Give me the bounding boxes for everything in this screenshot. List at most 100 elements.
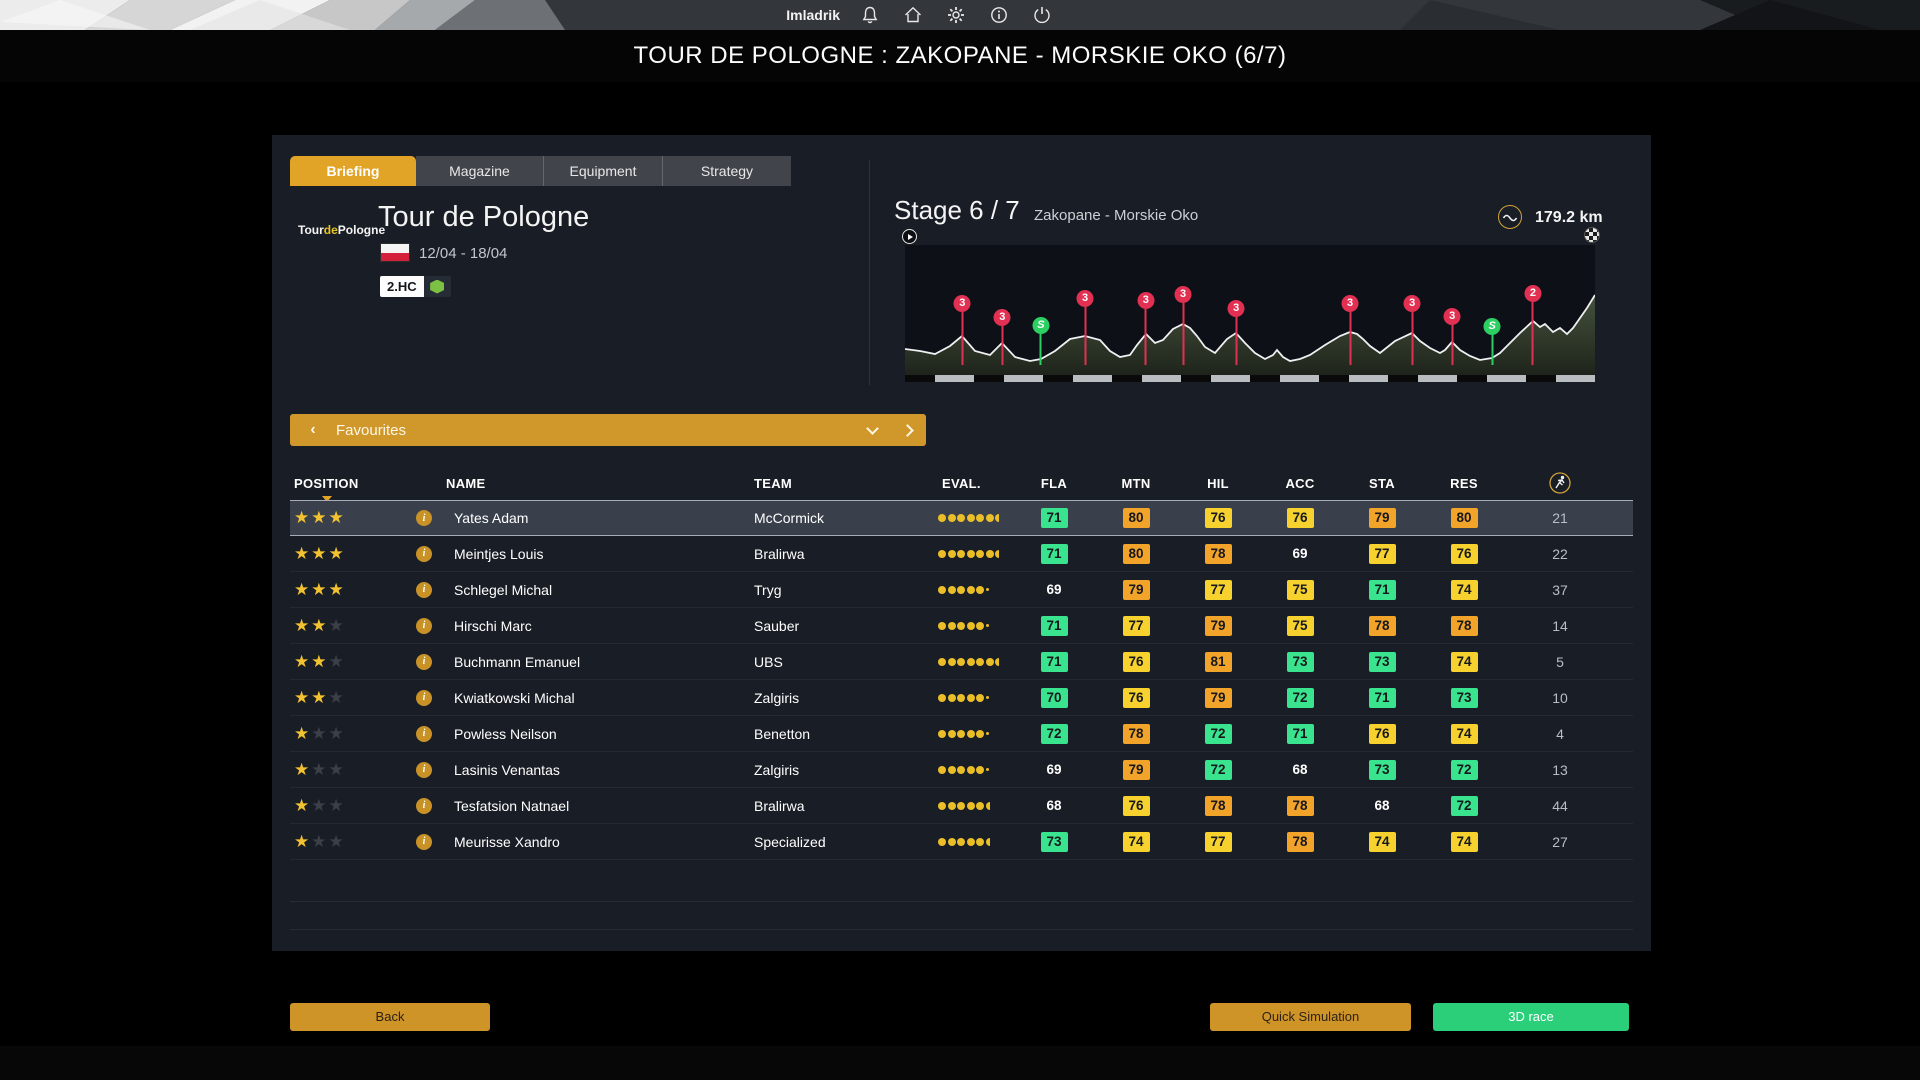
table-row[interactable]: ★★★ i Meintjes Louis Bralirwa 71 80 78 69 77 76 22 [290, 536, 1633, 572]
table-row[interactable]: ★★★ i Hirschi Marc Sauber 71 77 79 75 78 78 14 [290, 608, 1633, 644]
stat-badge: 75 [1286, 615, 1314, 636]
header-race-number[interactable] [1505, 472, 1615, 494]
table-row[interactable]: ★★★ i Kwiatkowski Michal Zalgiris 70 76 79 72 71… [290, 680, 1633, 716]
climb-marker: 3 [1137, 291, 1155, 365]
header-team[interactable]: TEAM [754, 475, 793, 491]
table-row[interactable]: ★★★ i Lasinis Venantas Zalgiris 69 79 72 68 73 72… [290, 752, 1633, 788]
rider-name: Powless Neilson [454, 725, 557, 742]
stat-badge: 71 [1040, 543, 1068, 564]
climb-marker: 3 [953, 294, 971, 365]
stat-badge: 76 [1450, 543, 1478, 564]
table-row[interactable]: ★★★ i Tesfatsion Natnael Bralirwa 68 76 78 78 68… [290, 788, 1633, 824]
category-hexagon-icon [430, 279, 445, 294]
tab-equipment[interactable]: Equipment [544, 156, 663, 186]
favourite-stars: ★★★ [294, 508, 346, 527]
stat-badge: 69 [1046, 581, 1062, 597]
bell-icon[interactable] [860, 5, 880, 25]
evaluation-dots [938, 621, 1013, 630]
evaluation-dots [938, 729, 1013, 738]
start-marker-icon [902, 229, 917, 244]
home-icon[interactable] [903, 5, 923, 25]
table-header: POSITION NAME TEAM EVAL. FLA MTN HIL ACC… [290, 468, 1633, 502]
rider-name: Yates Adam [454, 510, 529, 526]
stat-badge: 74 [1450, 723, 1478, 744]
stat-badge: 73 [1040, 831, 1068, 852]
header-hil[interactable]: HIL [1207, 475, 1229, 491]
stat-badge: 76 [1286, 508, 1314, 528]
header-position[interactable]: POSITION [290, 476, 416, 502]
stat-badge: 80 [1122, 508, 1150, 528]
favourite-stars: ★★★ [294, 831, 346, 851]
table-row[interactable]: ★★★ i Buchmann Emanuel UBS 71 76 81 73 73 74 5 [290, 644, 1633, 680]
header-acc[interactable]: ACC [1285, 475, 1315, 491]
stat-badge: 69 [1046, 761, 1062, 777]
table-row[interactable]: ★★★ i Meurisse Xandro Specialized 73 74 77 78 74… [290, 824, 1633, 860]
header-name[interactable]: NAME [446, 475, 486, 491]
rider-info-icon[interactable]: i [416, 833, 432, 850]
rider-info-icon[interactable]: i [416, 653, 432, 670]
favourite-stars: ★★★ [294, 795, 346, 815]
header-eval[interactable]: EVAL. [942, 475, 981, 491]
header-res[interactable]: RES [1450, 475, 1478, 491]
stat-badge: 73 [1368, 651, 1396, 672]
climb-marker: 3 [1076, 289, 1094, 365]
table-row[interactable]: ★★★ i Powless Neilson Benetton 72 78 72 71 76 74 4 [290, 716, 1633, 752]
quick-simulation-button[interactable]: Quick Simulation [1210, 1003, 1411, 1031]
rider-team: Benetton [754, 725, 811, 742]
back-button[interactable]: Back [290, 1003, 490, 1031]
sprint-marker: S [1483, 317, 1501, 365]
rider-info-icon[interactable]: i [416, 581, 432, 598]
favourite-stars: ★★★ [294, 615, 346, 635]
stat-badge: 71 [1286, 723, 1314, 744]
next-arrow-icon[interactable] [901, 423, 914, 437]
header-sta[interactable]: STA [1369, 475, 1395, 491]
rider-info-icon[interactable]: i [416, 689, 432, 706]
rider-info-icon[interactable]: i [416, 725, 432, 742]
stat-badge: 73 [1450, 687, 1478, 708]
race-number: 37 [1552, 581, 1568, 598]
climb-marker: 3 [1403, 294, 1421, 365]
stat-badge: 78 [1368, 615, 1396, 636]
chevron-down-icon[interactable] [866, 421, 879, 435]
stat-badge: 68 [1374, 797, 1390, 813]
tab-magazine[interactable]: Magazine [416, 156, 544, 186]
race-category-badge: 2.HC [380, 276, 451, 297]
table-row[interactable]: ★★★ i Schlegel Michal Tryg 69 79 77 75 71 74 37 [290, 572, 1633, 608]
race-number: 22 [1552, 545, 1568, 562]
stat-badge: 74 [1450, 831, 1478, 852]
climb-marker: 2 [1524, 284, 1542, 365]
stat-badge: 70 [1040, 687, 1068, 708]
rider-info-icon[interactable]: i [416, 761, 432, 778]
power-icon[interactable] [1032, 5, 1052, 25]
favourite-stars: ★★★ [294, 759, 346, 779]
3d-race-button[interactable]: 3D race [1433, 1003, 1629, 1031]
tab-briefing[interactable]: Briefing [290, 156, 416, 186]
evaluation-dots [938, 549, 1013, 558]
header-fla[interactable]: FLA [1040, 475, 1068, 491]
rider-info-icon[interactable]: i [416, 617, 432, 634]
gear-icon[interactable] [946, 5, 966, 25]
username: Imladrik [786, 7, 840, 23]
info-icon[interactable] [989, 5, 1009, 25]
tab-strategy[interactable]: Strategy [663, 156, 791, 186]
climb-marker: 3 [1443, 307, 1461, 365]
stat-badge: 71 [1368, 687, 1396, 708]
favourite-stars: ★★★ [294, 687, 346, 707]
table-row[interactable]: ★★★ i Yates Adam McCormick 71 80 76 76 79 80 21 [290, 500, 1633, 536]
favourites-dropdown[interactable]: ‹ Favourites [290, 414, 926, 446]
rider-info-icon[interactable]: i [416, 545, 432, 562]
rider-info-icon[interactable]: i [416, 797, 432, 814]
stat-badge: 68 [1292, 761, 1308, 777]
evaluation-dots [938, 585, 1013, 594]
rider-team: Tryg [754, 581, 782, 598]
riders-table: ★★★ i Yates Adam McCormick 71 80 76 76 79 80 21 ★★★… [290, 500, 1633, 860]
climb-marker: 3 [993, 308, 1011, 365]
favourites-label: Favourites [336, 421, 407, 439]
favourite-stars: ★★★ [294, 543, 346, 563]
header-mtn[interactable]: MTN [1121, 475, 1151, 491]
prev-arrow-icon[interactable]: ‹ [310, 421, 316, 438]
km-scale-bar [905, 375, 1595, 382]
rider-info-icon[interactable]: i [416, 510, 432, 526]
stage-route: Zakopane - Morskie Oko [1034, 207, 1199, 224]
